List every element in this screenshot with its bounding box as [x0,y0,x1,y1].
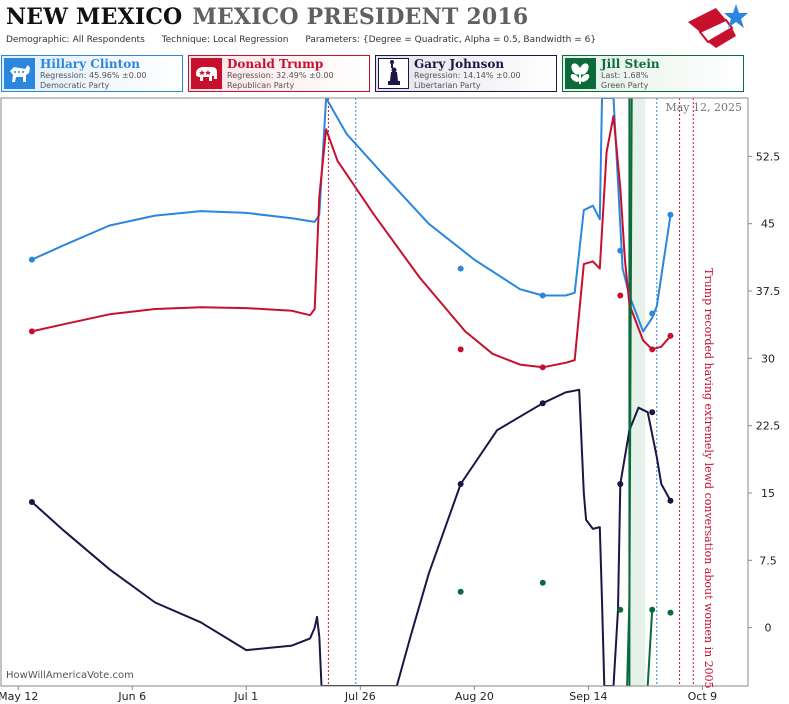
x-tick-label: Aug 20 [455,690,494,703]
data-point-gary-johnson [28,498,35,505]
x-tick-label: Jun 6 [117,690,146,703]
y-tick-label: 30 [761,352,775,365]
y-tick-label: 22.5 [756,420,781,433]
candidate-name: Gary Johnson [414,57,505,71]
candidate-panel-stein: Jill Stein Last: 1.68% Green Party [562,55,744,92]
event-annotation: Trump recorded having extremely lewd con… [702,268,715,689]
x-tick-label: Sep 14 [569,690,607,703]
candidate-party: Republican Party [227,81,295,90]
demographic-value: All Respondents [72,35,145,45]
data-point-donald-trump [667,332,674,339]
leaf-icon [565,58,596,89]
data-point-donald-trump [28,328,35,335]
candidate-stat: Last: 1.68% [601,71,649,80]
candidate-party: Democratic Party [40,81,110,90]
candidate-panel-johnson: Gary Johnson Regression: 14.14% ±0.00 Li… [375,55,557,92]
race-name: MEXICO PRESIDENT 2016 [192,4,529,30]
data-point-hillary-clinton [667,211,674,218]
candidate-name: Donald Trump [227,57,324,71]
candidate-panel-clinton: Hillary Clinton Regression: 45.96% ±0.00… [1,55,183,92]
data-point-donald-trump [617,292,624,299]
data-point-jill-stein [457,588,464,595]
data-point-gary-johnson [539,400,546,407]
data-point-jill-stein [667,609,674,616]
series-line-donald-trump [31,115,672,369]
candidate-stat: Regression: 32.49% ±0.00 [227,71,334,80]
data-point-jill-stein [539,579,546,586]
x-tick-label: May 12 [0,690,38,703]
parameters-value: {Degree = Quadratic, Alpha = 0.5, Bandwi… [362,35,597,45]
data-point-gary-johnson [617,481,624,488]
data-point-gary-johnson [649,409,656,416]
series-line-jill-stein-segment [646,609,654,686]
candidate-name: Hillary Clinton [40,57,140,71]
candidate-name: Jill Stein [601,57,660,71]
y-tick-label: 15 [761,487,775,500]
data-point-donald-trump [539,364,546,371]
data-point-hillary-clinton [457,265,464,272]
technique-label: Technique: [161,35,211,45]
plot-frame [0,97,749,687]
data-point-jill-stein [649,606,656,613]
y-tick-label: 52.5 [756,150,781,163]
candidate-stat: Regression: 14.14% ±0.00 [414,71,521,80]
statue-of-liberty-icon [378,58,409,89]
data-point-hillary-clinton [539,292,546,299]
parameters-label: Parameters: [305,35,360,45]
y-tick-label: 37.5 [756,285,781,298]
data-point-gary-johnson [667,497,674,504]
candidate-party: Green Party [601,81,649,90]
y-tick-label: 7.5 [759,554,777,567]
debate-band [629,98,646,686]
y-tick-label: 0 [765,622,772,635]
series-line-gary-johnson [31,388,672,686]
elephant-icon [191,58,222,89]
x-tick-label: Oct 9 [688,690,718,703]
data-point-gary-johnson [457,481,464,488]
series-line-hillary-clinton [31,98,672,333]
x-tick-label: Jul 26 [344,690,376,703]
candidate-stat: Regression: 45.96% ±0.00 [40,71,147,80]
data-point-hillary-clinton [617,247,624,254]
candidate-panel-trump: Donald Trump Regression: 32.49% ±0.00 Re… [188,55,370,92]
page-title: NEW MEXICO MEXICO PRESIDENT 2016 [6,4,528,30]
candidate-party: Libertarian Party [414,81,481,90]
y-tick-label: 45 [761,218,775,231]
data-point-hillary-clinton [28,256,35,263]
data-point-jill-stein [617,606,624,613]
state-name: NEW MEXICO [6,4,183,30]
technique-value: Local Regression [213,35,289,45]
series-line-jill-stein [626,98,633,686]
data-point-donald-trump [649,346,656,353]
date-label: May 12, 2025 [665,101,742,114]
parameters-line: Demographic: All Respondents Technique: Lo… [6,35,610,45]
data-point-hillary-clinton [649,310,656,317]
donkey-icon [4,58,35,89]
x-tick-label: Jul 1 [233,690,258,703]
data-point-donald-trump [457,346,464,353]
demographic-label: Demographic: [6,35,70,45]
flag-star-logo-icon [688,4,748,48]
watermark: HowWillAmericaVote.com [6,670,134,681]
